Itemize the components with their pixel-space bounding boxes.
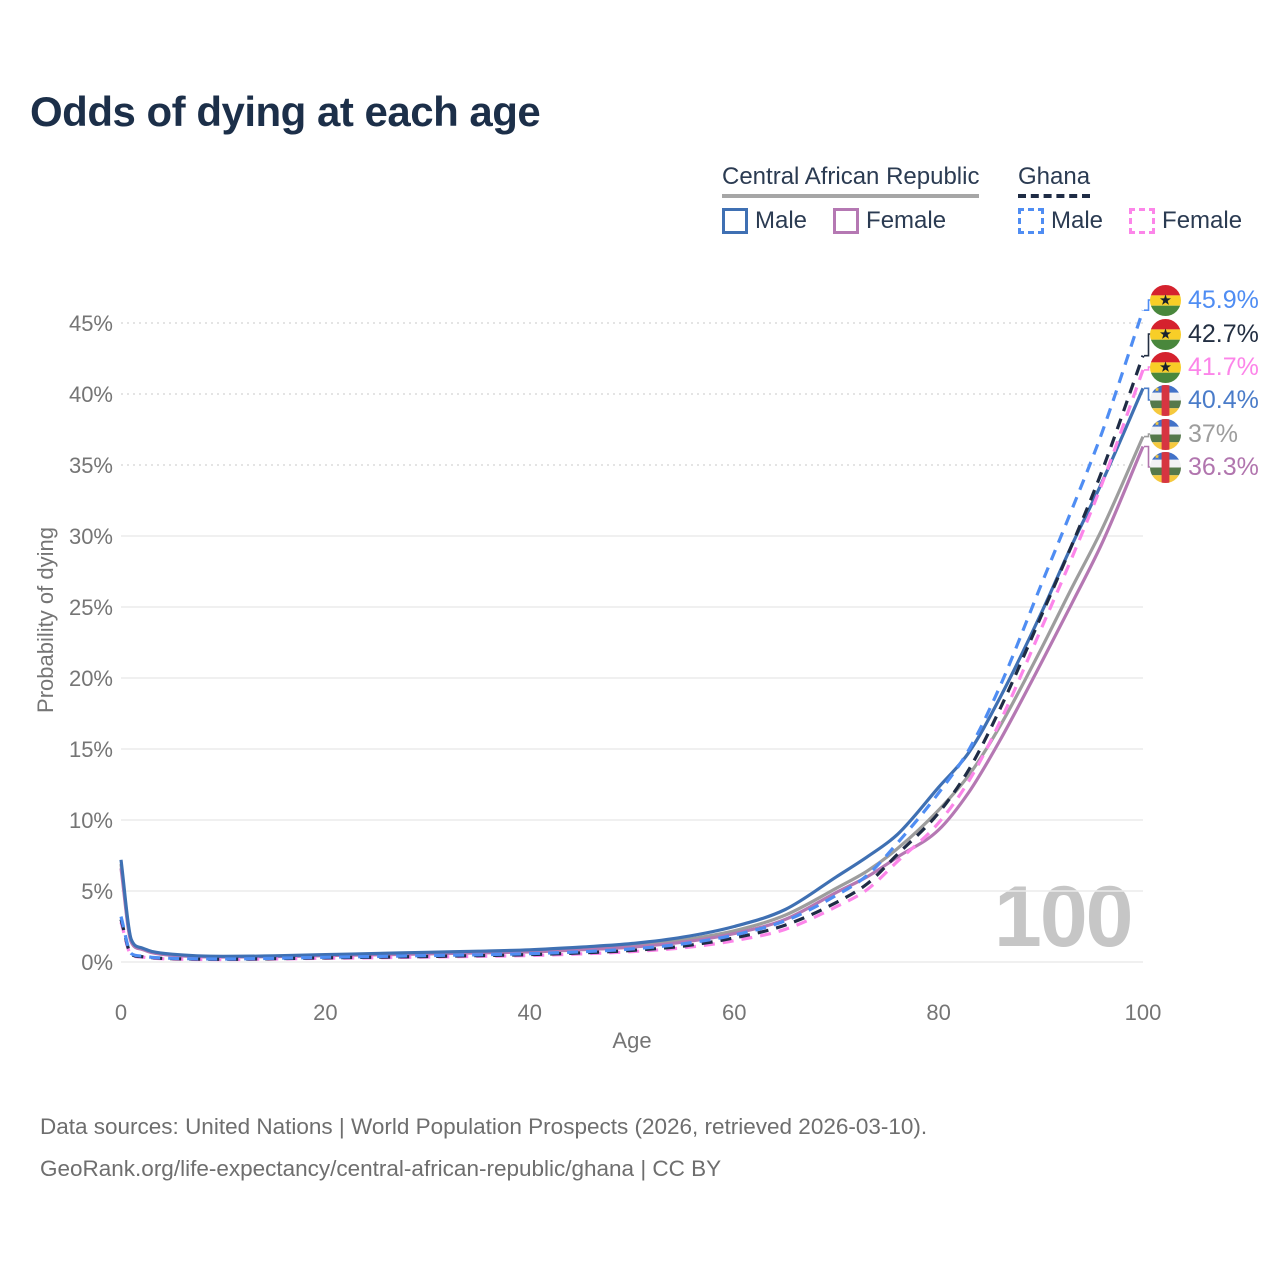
footer: Data sources: United Nations | World Pop… <box>40 1106 927 1190</box>
ghana-flag-icon <box>1150 318 1181 350</box>
age-counter-watermark: 100 <box>994 869 1133 965</box>
legend-item-ghana-male[interactable]: Male <box>1018 207 1103 235</box>
legend-group-central-african-republic: Central African Republic Male Female <box>722 163 980 235</box>
y-axis-title: Probability of dying <box>33 527 58 713</box>
series-line-car-male[interactable] <box>119 387 1145 958</box>
end-label-value: 45.9% <box>1188 285 1259 314</box>
end-label-car-female: 36.3% <box>1150 451 1259 483</box>
page-title: Odds of dying at each age <box>30 88 541 135</box>
x-tick-label: 100 <box>1125 1000 1162 1025</box>
legend-swatch-car-male <box>722 208 748 234</box>
series-line-car-female[interactable] <box>119 445 1145 959</box>
end-label-ghana-female: 41.7% <box>1150 351 1259 383</box>
end-label-connector <box>1144 387 1151 401</box>
series-line-ghana-both[interactable] <box>119 355 1145 961</box>
x-tick-label: 80 <box>926 1000 950 1025</box>
legend-group-ghana: Ghana Male Female <box>1018 163 1242 235</box>
end-label-car-male: 40.4% <box>1150 384 1259 416</box>
y-tick-label: 40% <box>69 382 113 407</box>
ghana-flag-icon <box>1150 351 1181 383</box>
end-label-connector <box>1144 299 1151 311</box>
legend-group-title-car[interactable]: Central African Republic <box>722 163 980 198</box>
car-flag-icon <box>1150 418 1181 450</box>
y-tick-label: 45% <box>69 311 113 336</box>
legend-item-label: Female <box>866 207 947 234</box>
legend-item-ghana-female[interactable]: Female <box>1129 207 1242 235</box>
legend-item-label: Female <box>1162 207 1243 234</box>
end-label-connector <box>1144 445 1151 468</box>
end-label-car-both: 37% <box>1150 418 1238 450</box>
y-tick-label: 25% <box>69 595 113 620</box>
end-label-value: 37% <box>1188 419 1239 448</box>
y-tick-label: 20% <box>69 666 113 691</box>
series-line-car-both[interactable] <box>119 435 1145 959</box>
end-label-connector <box>1144 333 1151 357</box>
end-label-ghana-male: 45.9% <box>1150 284 1259 316</box>
legend-item-label: Male <box>1051 207 1104 234</box>
series-line-ghana-male[interactable] <box>119 309 1145 961</box>
y-tick-label: 35% <box>69 453 113 478</box>
y-tick-label: 5% <box>81 879 113 904</box>
ghana-flag-icon <box>1150 284 1181 316</box>
car-flag-icon <box>1150 384 1181 416</box>
end-label-value: 42.7% <box>1188 319 1259 348</box>
legend-item-car-female[interactable]: Female <box>833 207 946 235</box>
x-tick-label: 60 <box>722 1000 746 1025</box>
series-line-ghana-female[interactable] <box>119 369 1145 962</box>
legend-item-car-male[interactable]: Male <box>722 207 807 235</box>
legend-swatch-ghana-male <box>1018 208 1044 234</box>
x-axis-title: Age <box>612 1028 652 1053</box>
legend-group-title-ghana[interactable]: Ghana <box>1018 163 1091 198</box>
end-label-value: 36.3% <box>1188 452 1259 481</box>
end-label-value: 40.4% <box>1188 385 1259 414</box>
end-label-connector <box>1144 433 1151 438</box>
legend-swatch-ghana-female <box>1129 208 1156 234</box>
y-tick-label: 10% <box>69 808 113 833</box>
end-label-connector <box>1144 366 1151 371</box>
legend-swatch-car-female <box>833 208 860 234</box>
x-tick-label: 20 <box>313 1000 337 1025</box>
end-label-ghana-both: 42.7% <box>1150 318 1259 350</box>
y-tick-label: 15% <box>69 737 113 762</box>
footer-attribution: GeoRank.org/life-expectancy/central-afri… <box>40 1155 722 1181</box>
footer-data-sources: Data sources: United Nations | World Pop… <box>40 1114 928 1139</box>
y-tick-label: 0% <box>81 950 113 975</box>
x-tick-label: 40 <box>518 1000 542 1025</box>
x-tick-label: 0 <box>115 1000 127 1025</box>
car-flag-icon <box>1150 451 1181 483</box>
y-tick-label: 30% <box>69 524 113 549</box>
end-label-value: 41.7% <box>1188 352 1259 381</box>
legend-item-label: Male <box>755 207 808 234</box>
